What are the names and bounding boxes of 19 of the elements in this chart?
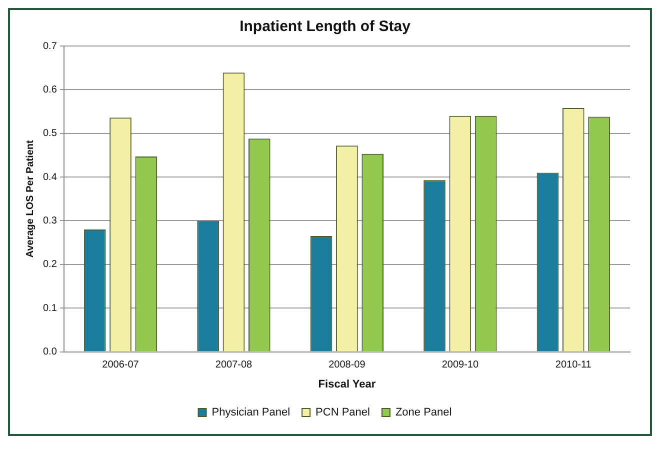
- x-tick-label: 2009-10: [442, 360, 479, 371]
- y-tick-label: 0.7: [42, 40, 58, 52]
- y-axis-title: Average LOS Per Patient: [24, 140, 36, 258]
- y-tick-label: 0.4: [42, 172, 58, 183]
- x-tick-label: 2010-11: [555, 360, 592, 371]
- x-tick-label: 2006-07: [102, 360, 140, 371]
- legend-label: Zone Panel: [395, 406, 452, 419]
- x-tick-label: 2007-08: [215, 360, 253, 371]
- x-tick-label: 2008-09: [328, 360, 366, 371]
- y-tick-label: 0.0: [42, 346, 58, 358]
- legend-label: PCN Panel: [316, 406, 370, 419]
- y-tick-label: 0.2: [42, 259, 58, 270]
- legend-label: Physician Panel: [212, 406, 290, 419]
- y-tick-label: 0.3: [42, 215, 58, 226]
- x-axis-title: Fiscal Year: [318, 378, 376, 390]
- y-tick-label: 0.1: [42, 302, 58, 314]
- chart-title: Inpatient Length of Stay: [240, 18, 412, 36]
- y-tick-label: 0.6: [42, 84, 58, 96]
- y-tick-label: 0.5: [42, 128, 58, 140]
